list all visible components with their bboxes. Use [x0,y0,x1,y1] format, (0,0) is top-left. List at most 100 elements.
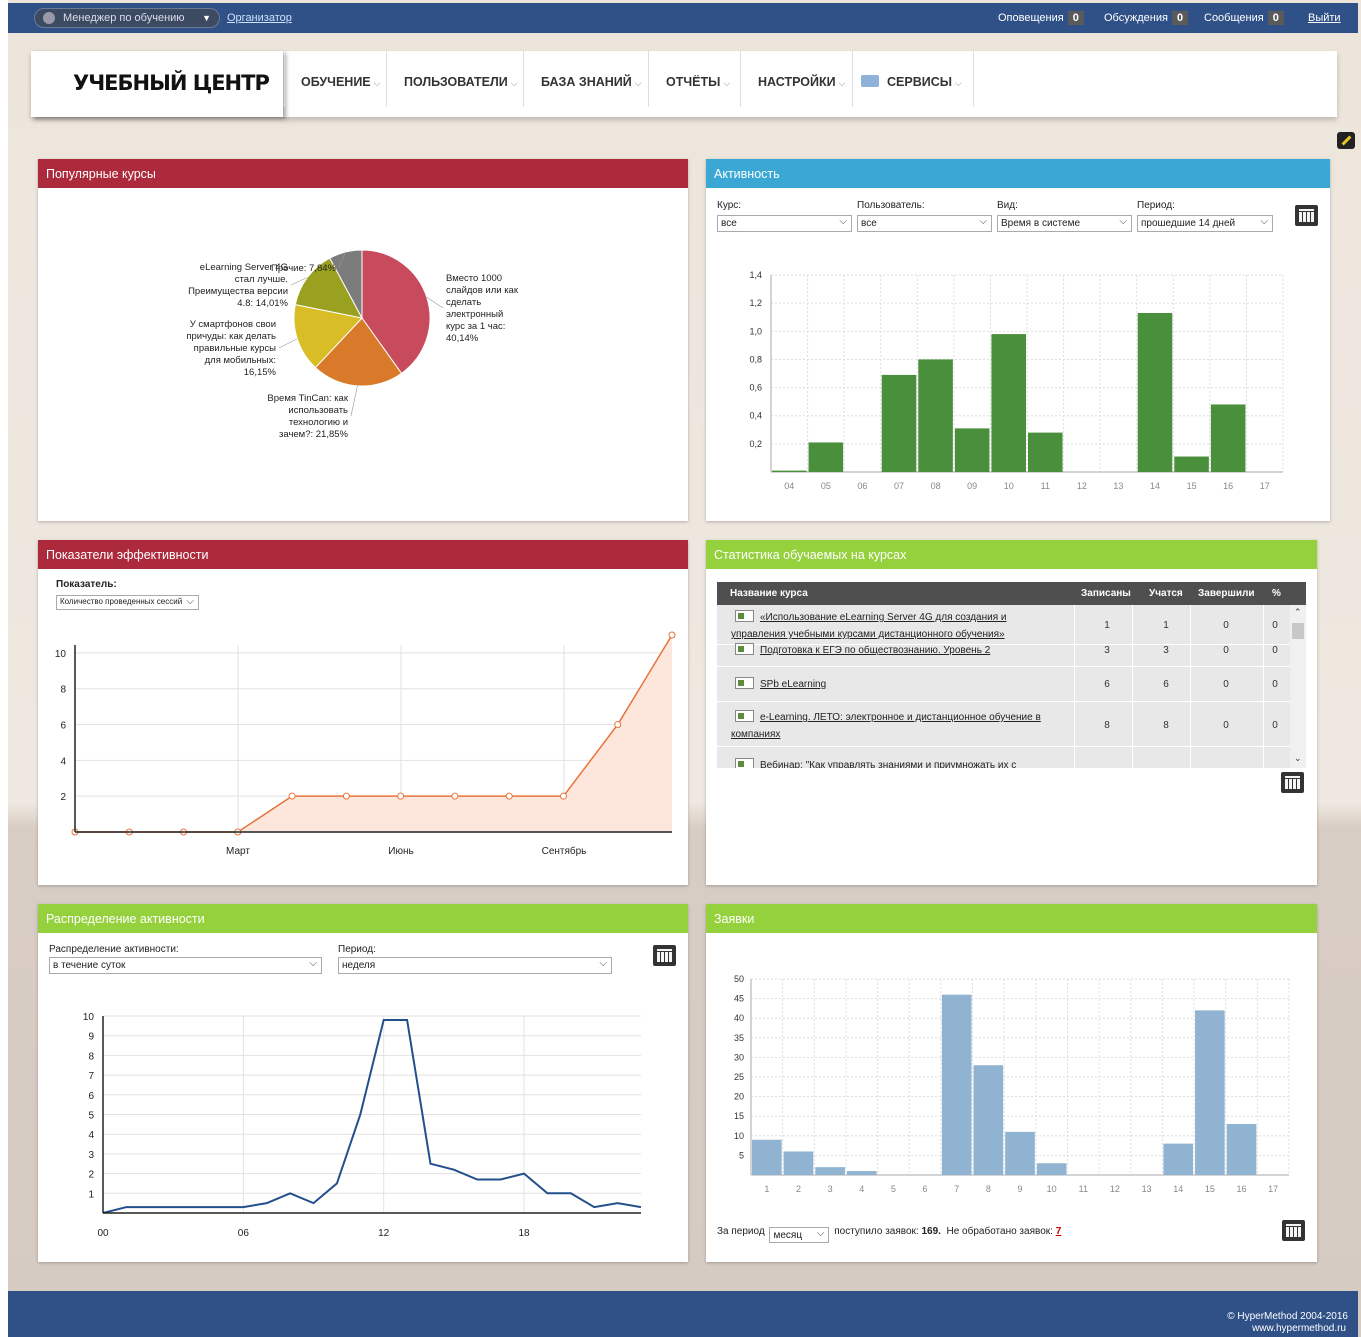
edit-pencil-icon[interactable] [1337,132,1355,149]
data-point [668,631,676,639]
course-name: e-Learning. ЛЕТО: электронное и дистанци… [731,712,1041,740]
col-enrolled[interactable]: Записаны [1081,588,1131,599]
y-tick-label: 2 [60,792,66,803]
indicator-select[interactable]: Количество проведенных сессий ⌵ [56,595,199,610]
menu-label: НАСТРОЙКИ [758,75,836,89]
x-tick-label: 14 [1173,1184,1183,1194]
user-select[interactable]: все ⌵ [857,215,992,232]
x-tick-label: 4 [859,1184,864,1194]
y-tick-label: 4 [88,1130,94,1141]
x-tick-label: 06 [238,1228,250,1239]
y-tick-label: 15 [734,1111,744,1121]
chevron-down-icon: ⌵ [1260,216,1268,227]
table-view-button[interactable] [653,945,676,966]
menu-item-knowledge-base[interactable]: БАЗА ЗНАНИЙ ⌵ [523,51,648,107]
course-link[interactable]: SPb eLearning [735,676,826,693]
course-select[interactable]: все ⌵ [717,215,852,232]
course-link[interactable]: Подготовка к ЕГЭ по обществознанию. Уров… [735,642,990,659]
course-icon [735,710,754,722]
enrolled-value: 3 [1104,645,1110,656]
period-select[interactable]: прошедшие 14 дней ⌵ [1137,215,1273,232]
messages-link[interactable]: Сообщения 0 [1204,11,1284,25]
pie-leader-line [290,277,308,286]
bar [941,994,972,1175]
distribution-select[interactable]: в течение суток ⌵ [49,957,322,974]
enrolled-value: 8 [1104,720,1110,731]
select-value: все [721,218,737,229]
col-course-name[interactable]: Название курса [730,588,808,599]
table-header: Название курса Записаны Учатся Завершили… [717,582,1306,605]
notifications-count: 0 [1067,11,1084,25]
bar [846,1171,877,1175]
footer: © HyperMethod 2004-2016 www.hypermethod.… [8,1291,1358,1337]
logout-link[interactable]: Выйти [1308,12,1341,24]
y-tick-label: 20 [734,1092,744,1102]
menu-label: БАЗА ЗНАНИЙ [541,75,632,89]
unprocessed-link[interactable]: 7 [1055,1226,1062,1237]
view-select[interactable]: Время в системе ⌵ [997,215,1132,232]
y-tick-label: 6 [60,721,66,732]
requests-period-select[interactable]: месяц ⌵ [769,1227,830,1243]
x-tick-label: 14 [1150,481,1160,491]
col-studying[interactable]: Учатся [1149,588,1183,599]
bar [772,470,807,472]
col-percent[interactable]: % [1272,588,1281,599]
indicator-label: Показатель: [56,579,117,590]
distribution-label: Распределение активности: [49,944,179,955]
studying-value: 8 [1163,720,1169,731]
bar [1036,1163,1067,1175]
x-tick-label: 17 [1260,481,1270,491]
column-divider [1263,605,1264,768]
organizer-link[interactable]: Организатор [227,12,292,24]
y-tick-label: 0,8 [749,354,762,364]
role-selector[interactable]: Менеджер по обучению ▼ [34,8,220,28]
panel-popular-courses: Популярные курсы Вместо 1000 слайдов или … [38,159,688,521]
table-view-button[interactable] [1282,1220,1305,1241]
data-point [614,721,622,729]
course-link[interactable]: «Использование eLearning Server 4G для с… [731,609,1051,643]
y-tick-label: 3 [88,1150,94,1161]
panel-title: Популярные курсы [38,159,688,188]
efficiency-area-chart: 2 4 6 8 10 Март Июнь Сентябрь [55,631,676,857]
table-view-button[interactable] [1295,205,1318,226]
table-view-button[interactable] [1281,772,1304,793]
x-tick-label: 16 [1237,1184,1247,1194]
y-tick-label: 1,4 [749,270,762,280]
course-link[interactable]: Вебинар: "Как управлять знаниями и приум… [735,757,1016,768]
studying-value: 6 [1163,679,1169,690]
pie-slice [294,257,363,319]
period-select[interactable]: неделя ⌵ [338,957,612,974]
menu-item-settings[interactable]: НАСТРОЙКИ ⌵ [740,51,852,107]
discussions-link[interactable]: Обсуждения 0 [1104,11,1189,25]
x-tick-label: Март [226,846,250,857]
x-tick-label: 18 [518,1228,530,1239]
menu-item-learning[interactable]: ОБУЧЕНИЕ ⌵ [284,51,386,107]
y-tick-label: 9 [88,1032,94,1043]
y-tick-label: 0,6 [749,383,762,393]
menu-item-reports[interactable]: ОТЧЁТЫ ⌵ [648,51,740,107]
x-tick-label: 08 [931,481,941,491]
logo[interactable]: УЧЕБНЫЙ ЦЕНТР [31,51,283,117]
table-scrollbar[interactable]: ⌃ ⌄ [1290,605,1306,768]
select-value: в течение суток [53,960,126,971]
site-link[interactable]: www.hypermethod.ru [1252,1323,1346,1334]
y-tick-label: 8 [60,685,66,696]
menu-item-services[interactable]: СЕРВИСЫ ⌵ [852,51,974,107]
table-row: Вебинар: "Как управлять знаниями и приум… [717,747,1290,768]
menu-item-users[interactable]: ПОЛЬЗОВАТЕЛИ ⌵ [386,51,523,107]
y-tick-label: 25 [734,1072,744,1082]
pie-leader-line [278,338,298,349]
col-completed[interactable]: Завершили [1198,588,1255,599]
x-tick-label: 6 [923,1184,928,1194]
scroll-down-icon[interactable]: ⌄ [1294,753,1302,763]
pie-slice [361,249,431,375]
scroll-thumb[interactable] [1292,623,1304,639]
scroll-up-icon[interactable]: ⌃ [1294,607,1302,617]
bar [783,1151,814,1175]
course-icon [735,758,754,768]
x-tick-label: 2 [796,1184,801,1194]
notifications-link[interactable]: Оповещения 0 [998,11,1084,25]
bar [1226,1124,1257,1175]
activity-bar-chart: 0,2 0,4 0,6 0,8 1,0 1,2 1,4 04 05 06 07 08 09 10 11 12 1… [749,270,1284,491]
course-link[interactable]: e-Learning. ЛЕТО: электронное и дистанци… [731,709,1071,743]
